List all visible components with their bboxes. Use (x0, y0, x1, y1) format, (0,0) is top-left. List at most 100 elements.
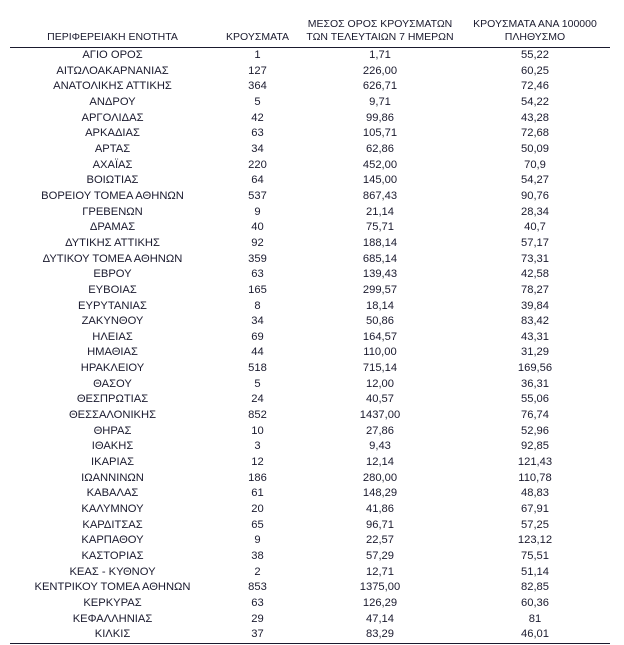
cell-seven-day-average: 1,71 (369, 49, 391, 61)
cell-region: ΚΑΒΑΛΑΣ (86, 487, 139, 500)
cell-cases-per-100000: 43,31 (521, 330, 549, 343)
cell-cases-per-100000: 92,85 (521, 440, 549, 453)
cell-seven-day-average: 685,14 (362, 252, 398, 265)
table-row: ΚΑΡΔΙΤΣΑΣ 65 96,71 57,25 (10, 518, 610, 534)
cell-region: ΑΡΤΑΣ (94, 142, 131, 155)
cell-cases: 5 (254, 95, 261, 108)
cell-seven-day-average: 12,71 (366, 565, 394, 578)
cell-region: ΘΗΡΑΣ (93, 424, 132, 437)
cell-cases-per-100000: 55,06 (521, 393, 549, 406)
cell-cases-per-100000: 28,34 (521, 205, 549, 218)
cell-seven-day-average: 164,57 (362, 330, 398, 343)
table-row: ΕΥΒΟΙΑΣ 165 299,57 78,27 (10, 283, 610, 299)
cell-region: ΚΕΝΤΡΙΚΟΥ ΤΟΜΕΑ ΑΘΗΝΩΝ (34, 581, 191, 594)
cell-region: ΚΕΡΚΥΡΑΣ (83, 596, 142, 609)
column-header-region: ΠΕΡΙΦΕΡΕΙΑΚΗ ΕΝΟΤΗΤΑ (10, 0, 215, 48)
cell-cases: 65 (251, 518, 264, 531)
cell-cases-per-100000: 39,84 (521, 299, 549, 312)
cell-cases: 3 (254, 440, 261, 453)
column-header-cases-per-100000-line-1: ΚΡΟΥΣΜΑΤΑ ΑΝΑ 100000 (473, 18, 597, 30)
cell-seven-day-average: 452,00 (362, 158, 398, 171)
cell-seven-day-average: 21,14 (366, 205, 394, 218)
table-row: ΒΟΙΩΤΙΑΣ 64 145,00 54,27 (10, 173, 610, 189)
cell-region: ΚΑΛΥΜΝΟΥ (81, 503, 144, 516)
cell-region: ΑΙΤΩΛΟΑΚΑΡΝΑΝΙΑΣ (56, 64, 169, 77)
cell-cases-per-100000: 73,31 (521, 252, 549, 265)
table-row: ΚΑΡΠΑΘΟΥ 9 22,57 123,12 (10, 533, 610, 549)
cell-region: ΗΡΑΚΛΕΙΟΥ (80, 362, 145, 375)
table-row: ΑΝΔΡΟΥ 5 9,71 54,22 (10, 95, 610, 111)
cell-seven-day-average: 188,14 (362, 236, 398, 249)
cell-region: ΚΕΑΣ - ΚΥΘΝΟΥ (69, 565, 156, 578)
cell-cases-per-100000: 57,17 (521, 236, 549, 249)
cell-cases-per-100000: 51,14 (521, 565, 549, 578)
cell-cases-per-100000: 54,22 (521, 95, 549, 108)
cell-seven-day-average: 126,29 (362, 596, 398, 609)
cell-cases: 29 (251, 612, 264, 625)
table-header: ΠΕΡΙΦΕΡΕΙΑΚΗ ΕΝΟΤΗΤΑ ΚΡΟΥΣΜΑΤΑ ΜΕΣΟΣ ΟΡΟ… (10, 0, 610, 48)
cell-seven-day-average: 110,00 (363, 346, 397, 359)
cell-cases: 64 (251, 174, 264, 187)
cell-seven-day-average: 83,29 (300, 627, 460, 644)
cell-cases: 9 (254, 205, 261, 218)
table-row: ΖΑΚΥΝΘΟΥ 34 50,86 83,42 (10, 314, 610, 330)
cell-region: ΔΥΤΙΚΗΣ ΑΤΤΙΚΗΣ (65, 236, 160, 249)
cell-cases: 518 (248, 362, 267, 375)
cell-cases: 364 (248, 80, 267, 93)
cell-cases-per-100000: 83,42 (521, 315, 549, 328)
cell-seven-day-average: 75,71 (366, 221, 394, 234)
table-row: ΑΓΙΟ ΟΡΟΣ 1 1,71 55,22 (10, 48, 610, 64)
cell-cases: 69 (251, 330, 264, 343)
cell-region: ΕΥΡΥΤΑΝΙΑΣ (78, 299, 147, 312)
cell-cases-per-100000: 78,27 (521, 283, 549, 296)
cell-cases: 63 (251, 268, 264, 281)
column-header-seven-day-average-line-1: ΜΕΣΟΣ ΟΡΟΣ ΚΡΟΥΣΜΑΤΩΝ (307, 18, 453, 30)
cell-cases-per-100000: 52,96 (521, 424, 549, 437)
cell-seven-day-average: 18,14 (366, 299, 394, 312)
cell-seven-day-average: 1437,00 (359, 409, 401, 422)
cell-cases-per-100000: 55,22 (521, 49, 549, 61)
cell-seven-day-average: 12,00 (366, 377, 394, 390)
cell-region: ΚΕΦΑΛΛΗΝΙΑΣ (72, 612, 153, 625)
cell-region: ΖΑΚΥΝΘΟΥ (81, 315, 144, 328)
table-row: ΔΥΤΙΚΟΥ ΤΟΜΕΑ ΑΘΗΝΩΝ 359 685,14 73,31 (10, 252, 610, 268)
column-header-seven-day-average: ΜΕΣΟΣ ΟΡΟΣ ΚΡΟΥΣΜΑΤΩΝ ΤΩΝ ΤΕΛΕΥΤΑΙΩΝ 7 Η… (300, 0, 460, 48)
cell-region: ΚΑΡΠΑΘΟΥ (81, 534, 144, 547)
cell-region: ΘΕΣΠΡΩΤΙΑΣ (76, 393, 149, 406)
table-row: ΚΙΛΚΙΣ 37 83,29 46,01 (10, 627, 610, 644)
cell-cases-per-100000: 110,78 (518, 471, 552, 484)
cell-cases: 5 (254, 377, 261, 390)
cell-cases-per-100000: 75,51 (521, 550, 549, 562)
cell-cases-per-100000: 72,68 (521, 127, 549, 140)
cell-cases-per-100000: 57,25 (521, 518, 549, 531)
cell-cases: 42 (251, 111, 264, 124)
cell-cases: 853 (248, 581, 267, 594)
cell-cases-per-100000: 36,31 (521, 377, 549, 390)
column-header-region-line-1: ΠΕΡΙΦΕΡΕΙΑΚΗ ΕΝΟΤΗΤΑ (47, 31, 178, 43)
table-body: ΑΓΙΟ ΟΡΟΣ 1 1,71 55,22 ΑΙΤΩΛΟΑΚΑΡΝΑΝΙΑΣ 127 22… (10, 48, 610, 644)
cell-region: ΓΡΕΒΕΝΩΝ (82, 205, 143, 218)
cell-cases: 359 (248, 252, 267, 265)
cell-region: ΕΥΒΟΙΑΣ (88, 283, 137, 296)
table-row: ΑΧΑΪΑΣ 220 452,00 70,9 (10, 158, 610, 174)
table-row: ΕΥΡΥΤΑΝΙΑΣ 8 18,14 39,84 (10, 299, 610, 315)
column-header-cases-line-1: ΚΡΟΥΣΜΑΤΑ (226, 31, 289, 43)
cell-region: ΙΩΑΝΝΙΝΩΝ (81, 471, 144, 484)
cell-cases-per-100000: 67,91 (521, 503, 549, 516)
table-row: ΚΑΒΑΛΑΣ 61 148,29 48,83 (10, 486, 610, 502)
table-row: ΘΑΣΟΥ 5 12,00 36,31 (10, 377, 610, 393)
table-row: ΘΗΡΑΣ 10 27,86 52,96 (10, 424, 610, 440)
cell-seven-day-average: 9,71 (369, 95, 391, 108)
cell-seven-day-average: 226,00 (362, 64, 398, 77)
cell-cases: 63 (251, 127, 264, 140)
table-row: ΑΡΤΑΣ 34 62,86 50,09 (10, 142, 610, 158)
cell-cases: 37 (215, 627, 300, 644)
cell-seven-day-average: 47,14 (366, 612, 394, 625)
cell-region: ΒΟΙΩΤΙΑΣ (86, 174, 139, 187)
cell-cases: 10 (251, 424, 264, 437)
cell-cases-per-100000: 48,83 (521, 487, 549, 500)
cell-region: ΑΓΙΟ ΟΡΟΣ (82, 49, 143, 61)
table-row: ΗΛΕΙΑΣ 69 164,57 43,31 (10, 330, 610, 346)
cell-seven-day-average: 99,86 (366, 111, 394, 124)
table-row: ΑΙΤΩΛΟΑΚΑΡΝΑΝΙΑΣ 127 226,00 60,25 (10, 64, 610, 80)
